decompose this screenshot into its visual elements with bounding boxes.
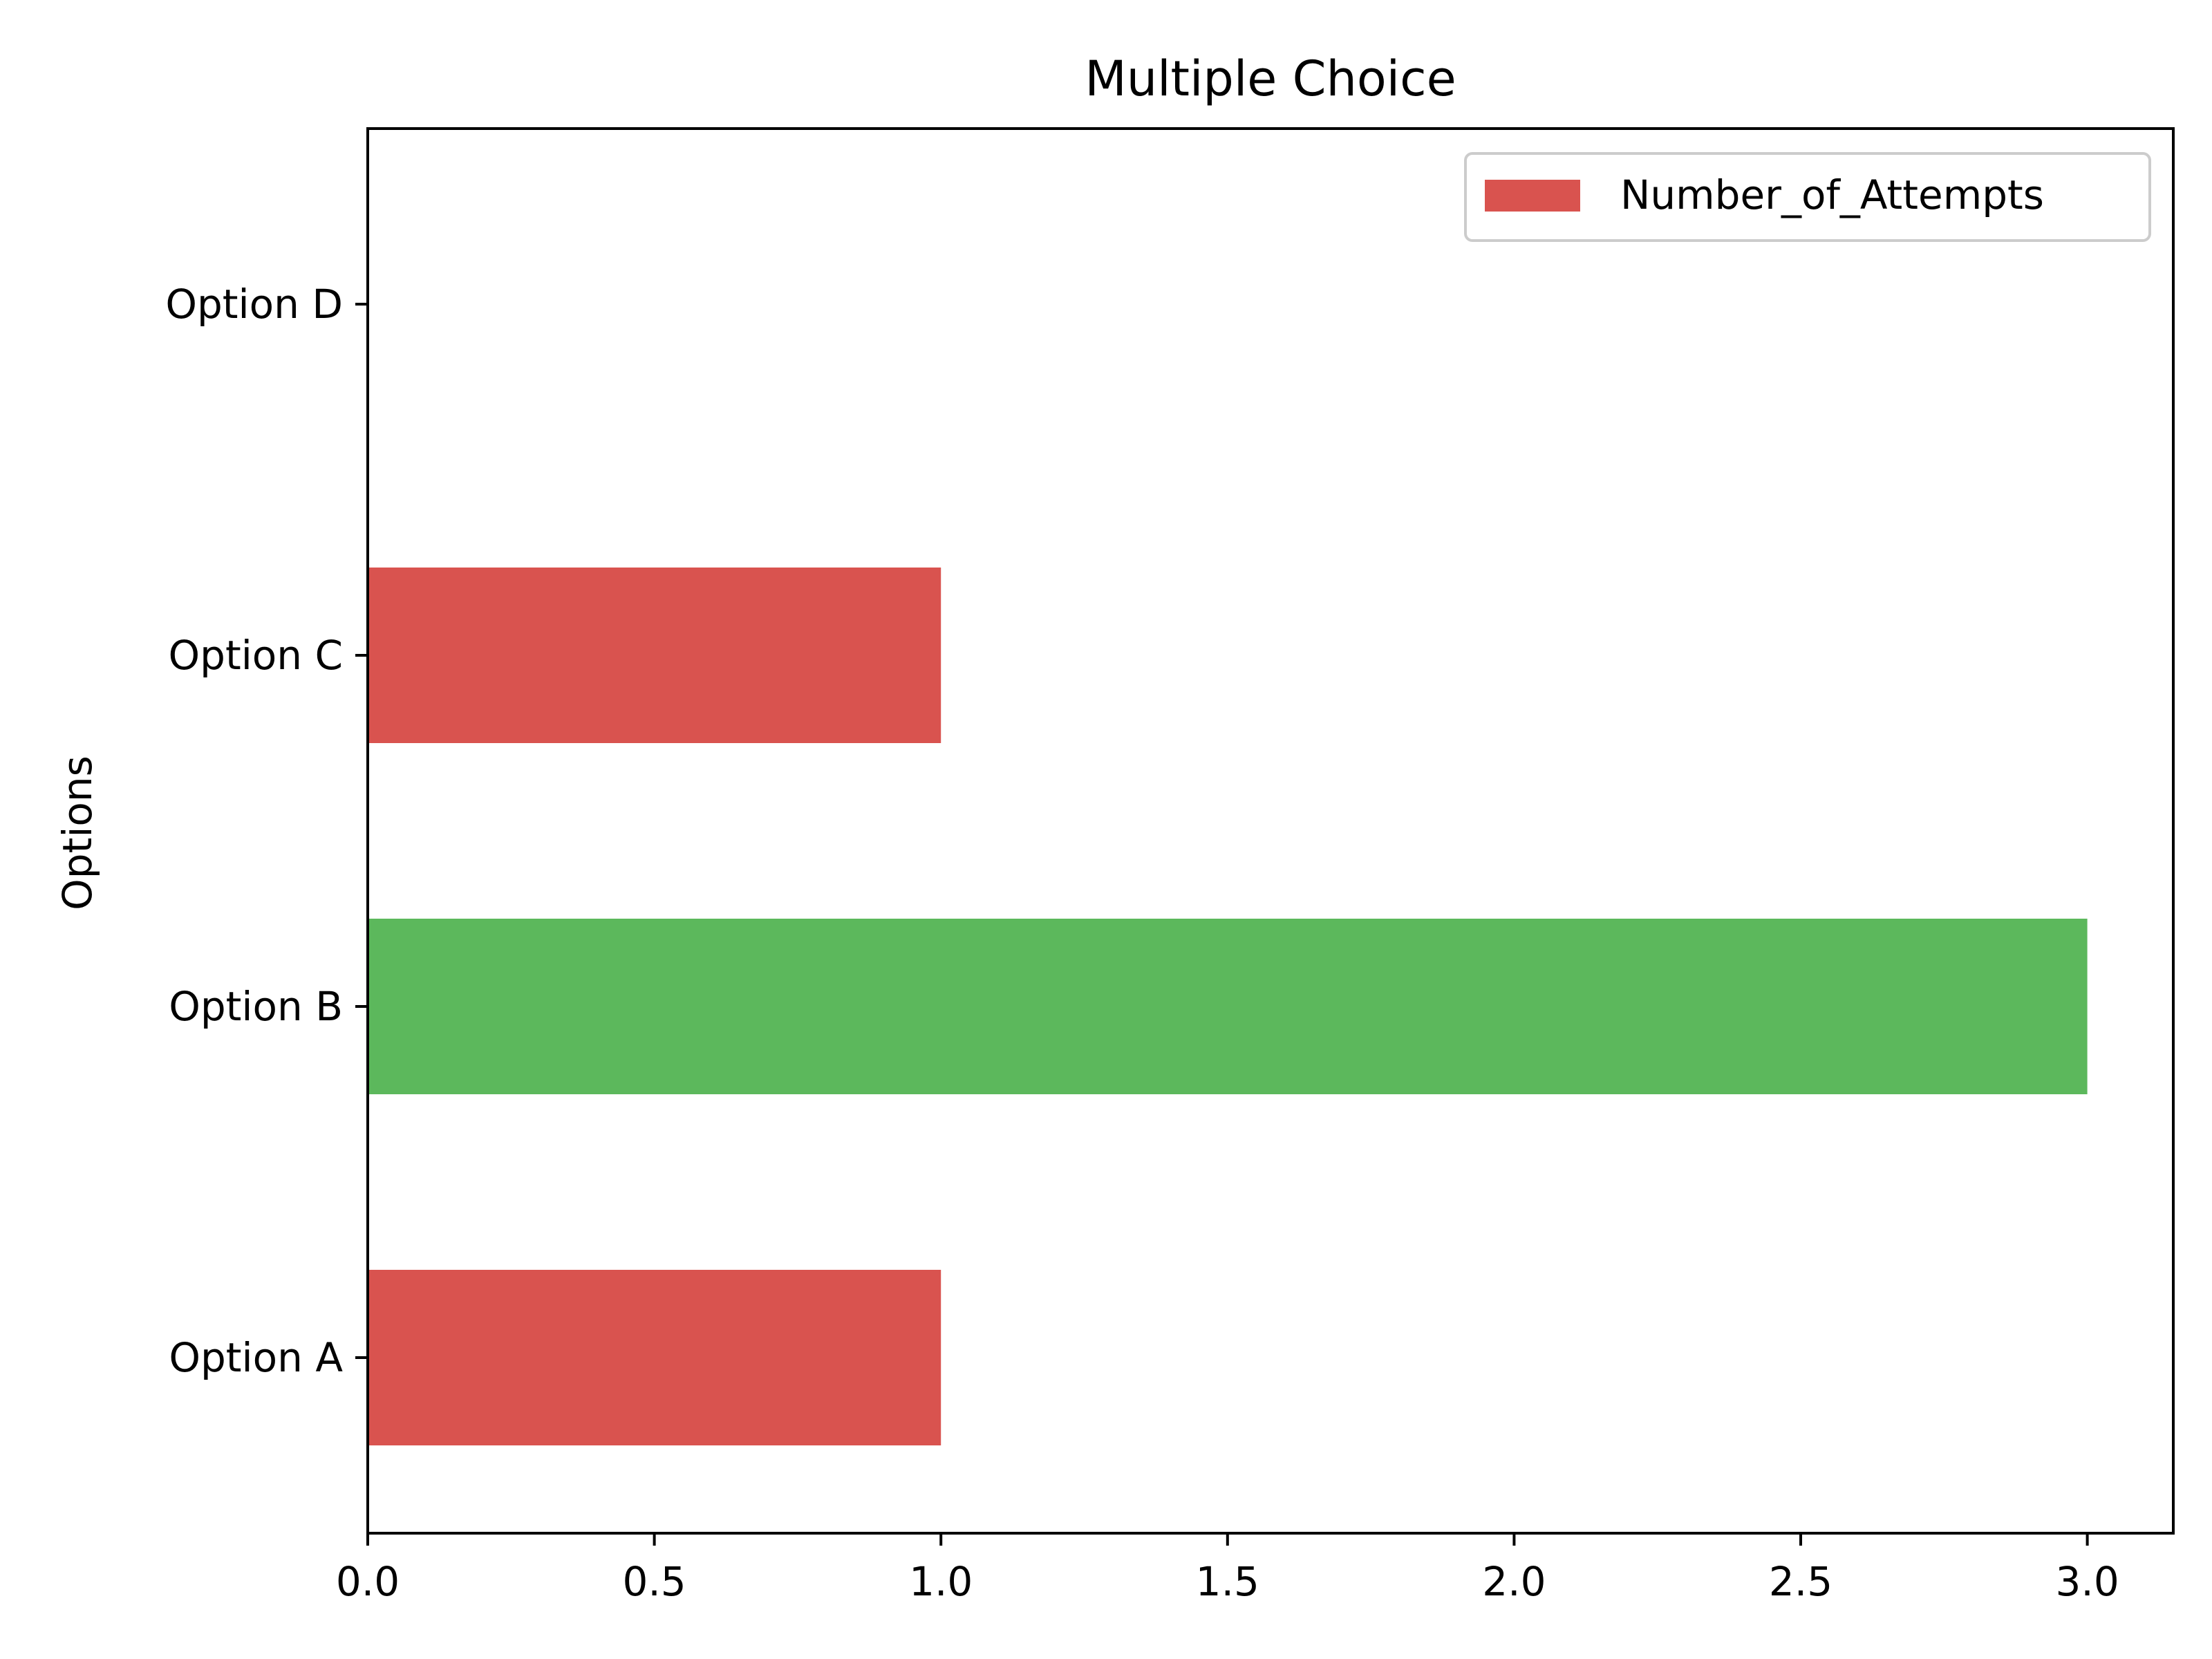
x-tick-3-0-label: 3.0 [2055,1558,2119,1605]
bar-option-b [368,919,2088,1094]
legend-label: Number_of_Attempts [1620,171,2044,218]
y-axis-ticks: Option A Option B Option C Option D [165,281,368,1381]
y-tick-label-option-d: Option D [165,281,343,328]
y-tick-label-option-b: Option B [169,983,343,1030]
x-tick-1-5-label: 1.5 [1196,1558,1259,1605]
x-tick-1-0-label: 1.0 [909,1558,973,1605]
x-tick-2-5-label: 2.5 [1769,1558,1833,1605]
plot-frame [366,127,2175,1535]
x-axis-ticks: 0.0 0.5 1.0 1.5 2.0 2.5 3.0 [336,1533,2119,1605]
bars-layer [368,568,2088,1445]
bar-option-a [368,1270,941,1445]
x-tick-0-0-label: 0.0 [336,1558,400,1605]
x-tick-2-0-label: 2.0 [1482,1558,1546,1605]
bar-option-c [368,568,941,743]
chart-title: Multiple Choice [1085,50,1456,107]
y-axis-label: Options [54,756,101,910]
y-tick-label-option-c: Option C [168,632,343,679]
legend: Number_of_Attempts [1464,152,2151,242]
legend-box [1464,152,2151,242]
x-tick-0-5-label: 0.5 [622,1558,686,1605]
legend-swatch [1485,180,1580,212]
y-tick-label-option-a: Option A [169,1334,343,1381]
